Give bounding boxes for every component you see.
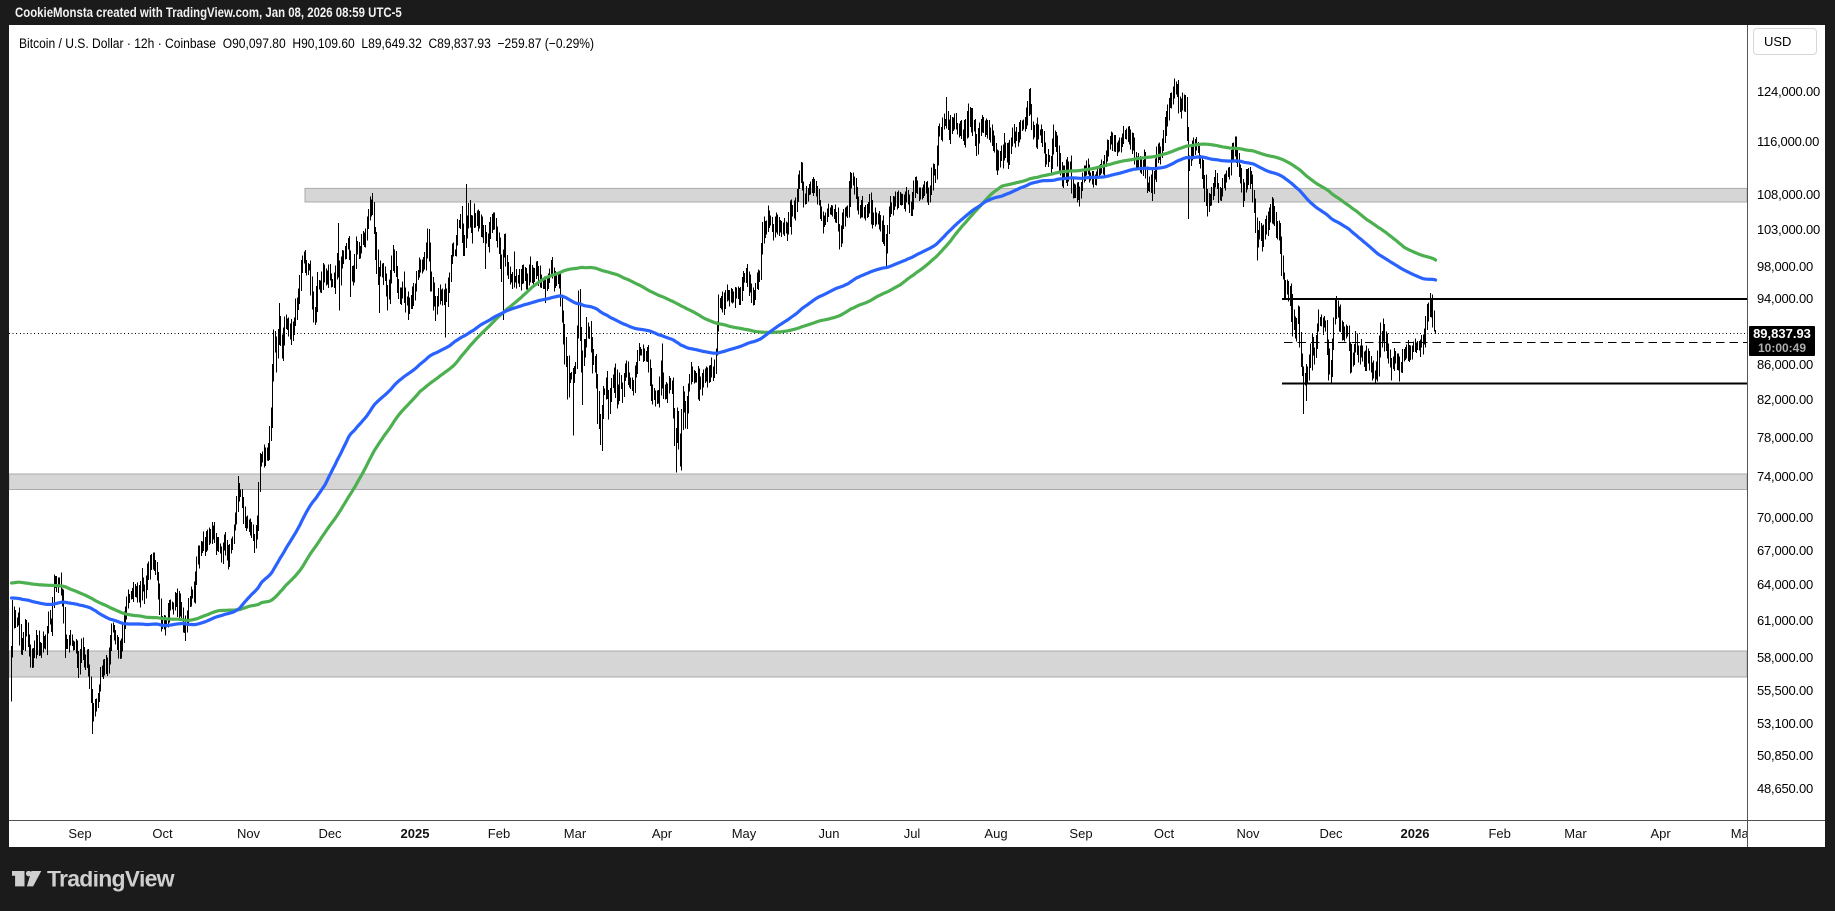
svg-text:TradingView: TradingView <box>47 871 175 892</box>
